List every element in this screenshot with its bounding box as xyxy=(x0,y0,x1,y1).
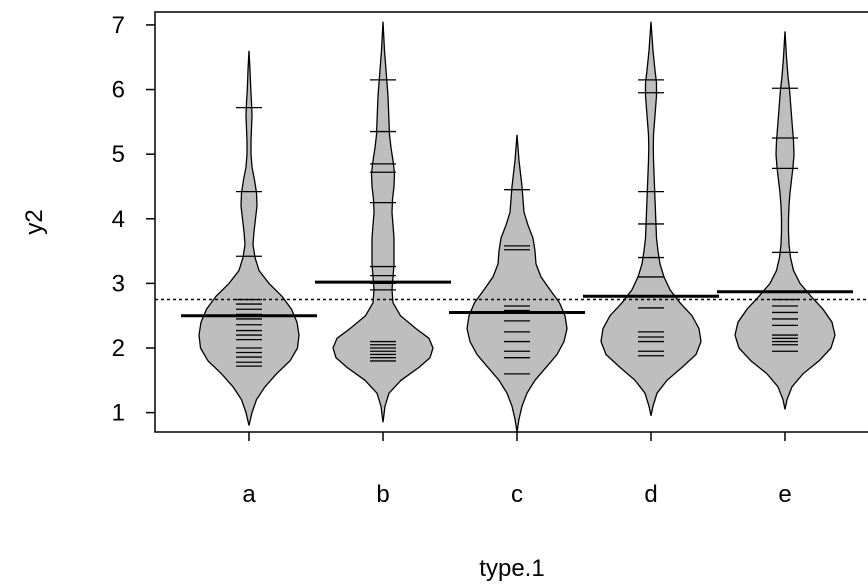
x-tick-label: c xyxy=(511,481,523,508)
x-axis-title: type.1 xyxy=(479,555,544,582)
bean-density-b xyxy=(332,21,434,423)
y-tick-label: 5 xyxy=(112,141,125,168)
y-axis: 1 2 3 4 5 6 7 xyxy=(112,12,155,427)
bean-density-a xyxy=(198,50,300,426)
bean-b xyxy=(315,21,451,423)
x-tick-label: b xyxy=(376,481,389,508)
x-tick-label: d xyxy=(644,481,657,508)
bean-d xyxy=(583,21,719,416)
x-axis: a b c d e xyxy=(242,432,792,508)
bean-c xyxy=(449,134,585,433)
y-axis-title: y2 xyxy=(21,209,48,234)
y-tick-label: 4 xyxy=(112,206,125,233)
plot-frame xyxy=(154,11,868,433)
y-tick-label: 7 xyxy=(112,12,125,39)
x-tick-label: e xyxy=(778,481,791,508)
y-tick-label: 3 xyxy=(112,270,125,297)
y-tick-label: 2 xyxy=(112,335,125,362)
bean-density-d xyxy=(600,21,702,416)
x-tick-label: a xyxy=(242,481,256,508)
bean-e xyxy=(717,31,853,410)
bean-a xyxy=(181,50,317,426)
bean-density-c xyxy=(466,134,568,433)
y-tick-label: 1 xyxy=(112,400,125,427)
y-tick-label: 6 xyxy=(112,77,125,104)
beans-layer xyxy=(181,21,853,433)
